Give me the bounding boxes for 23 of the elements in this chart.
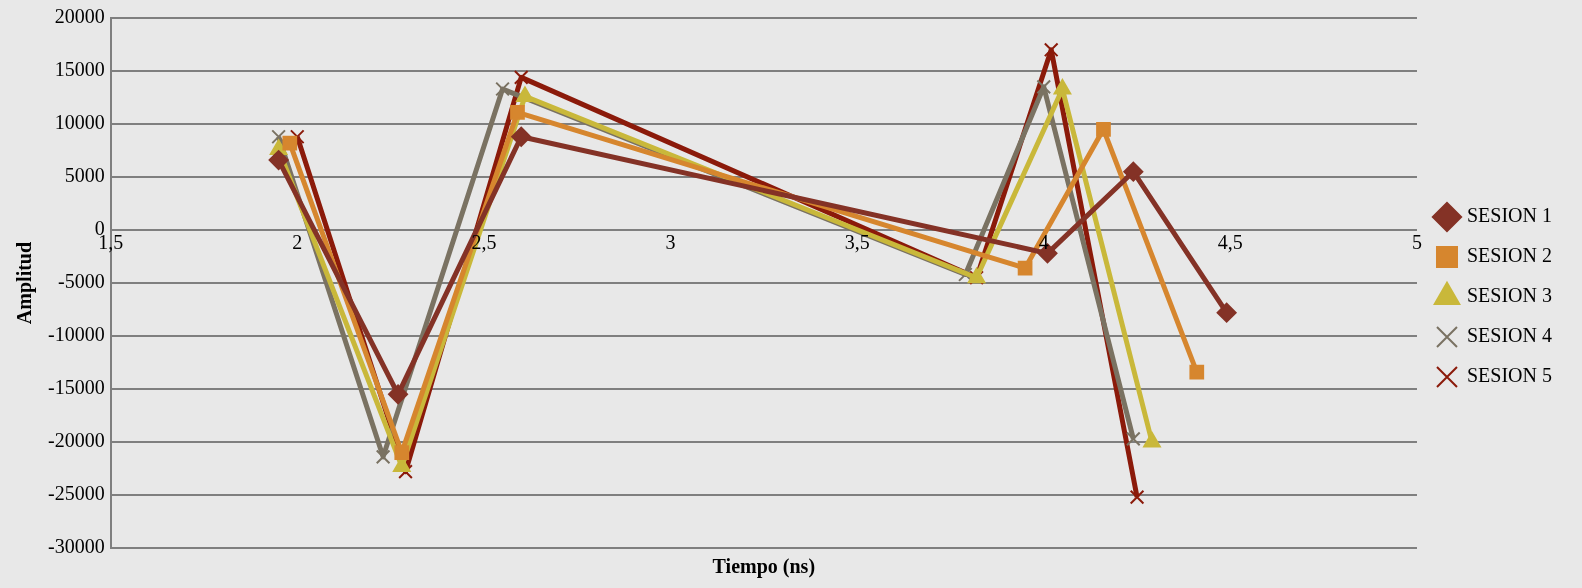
legend-label: SESION 1	[1466, 204, 1553, 227]
y-tick-label: 10000	[54, 111, 105, 134]
x-tick-label: 4,5	[1217, 231, 1243, 254]
y-tick-label: -20000	[47, 429, 105, 452]
x-axis-title: Tiempo (ns)	[712, 555, 816, 579]
y-axis-title: Amplitud	[13, 241, 37, 325]
y-tick-label: -30000	[47, 535, 105, 558]
legend-label: SESION 5	[1466, 364, 1553, 387]
y-tick-label: 15000	[54, 58, 105, 81]
y-tick-label: 20000	[54, 5, 105, 28]
legend-label: SESION 3	[1466, 284, 1553, 307]
y-tick-label: -15000	[47, 376, 105, 399]
x-tick-label: 3	[665, 231, 676, 254]
legend-label: SESION 4	[1466, 324, 1553, 347]
x-tick-label: 3,5	[844, 231, 870, 254]
y-tick-label: -5000	[57, 270, 105, 293]
y-tick-label: 5000	[64, 164, 105, 187]
x-tick-label: 5	[1411, 231, 1422, 254]
y-tick-label: -10000	[47, 323, 105, 346]
y-tick-label: -25000	[47, 482, 105, 505]
legend-label: SESION 2	[1466, 244, 1553, 267]
x-tick-label: 2	[292, 231, 303, 254]
x-tick-label: 4	[1038, 231, 1049, 254]
